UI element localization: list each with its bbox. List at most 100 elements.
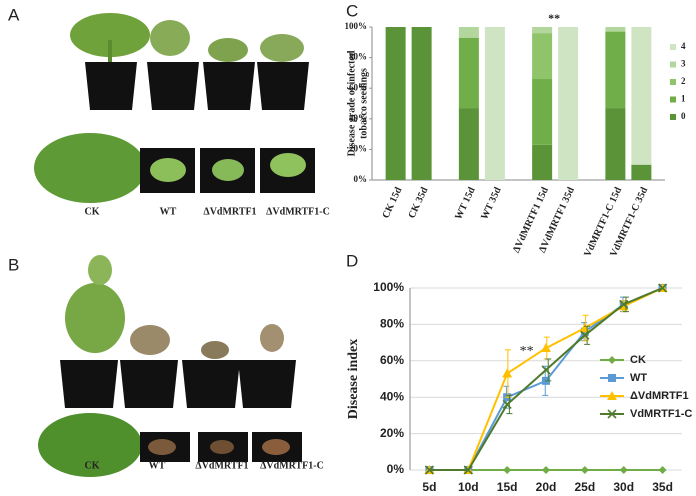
bar-segment bbox=[532, 144, 553, 180]
legend-label: WT bbox=[630, 372, 647, 384]
bar-segment bbox=[532, 27, 553, 34]
pot bbox=[238, 360, 296, 408]
plant-top bbox=[34, 133, 146, 203]
x-tick-label: CK 15d bbox=[380, 185, 404, 220]
x-tick-label: 25d bbox=[575, 480, 596, 494]
panel-label: C bbox=[346, 1, 358, 20]
bar-segment bbox=[605, 27, 626, 32]
legend-swatch bbox=[670, 61, 676, 68]
legend-label: ΔVdMRTF1 bbox=[630, 390, 689, 402]
legend-label: 0 bbox=[681, 111, 686, 121]
pot bbox=[203, 62, 255, 110]
y-tick-label: 0% bbox=[387, 462, 405, 476]
y-axis-title: Disease grade of infected bbox=[346, 50, 357, 156]
marker bbox=[580, 330, 590, 340]
plant bbox=[70, 13, 150, 57]
panel-label: A bbox=[8, 5, 20, 24]
plant-top bbox=[148, 439, 176, 455]
marker bbox=[608, 356, 616, 364]
marker bbox=[503, 466, 512, 474]
legend-swatch bbox=[670, 114, 676, 120]
bar-segment bbox=[532, 79, 553, 145]
y-tick-label: 60% bbox=[380, 353, 404, 367]
legend-swatch bbox=[670, 79, 676, 85]
annotation: ** bbox=[548, 11, 560, 25]
pot bbox=[85, 62, 137, 110]
marker bbox=[541, 365, 551, 375]
pot bbox=[60, 360, 118, 408]
x-tick-label: 5d bbox=[422, 480, 436, 494]
bar-segment bbox=[605, 108, 626, 180]
marker bbox=[658, 466, 667, 474]
bar-segment bbox=[605, 31, 626, 109]
x-tick-label: CK 35d bbox=[406, 185, 430, 220]
plant bbox=[150, 20, 190, 56]
y-tick-label: 100% bbox=[345, 21, 368, 31]
photo-caption: WT bbox=[160, 206, 177, 217]
marker bbox=[607, 409, 617, 419]
plant bbox=[260, 34, 304, 62]
y-tick-label: 40% bbox=[380, 389, 404, 403]
y-tick-label: 80% bbox=[349, 52, 367, 62]
bar-segment bbox=[532, 33, 553, 80]
photo-caption: CK bbox=[85, 206, 100, 217]
plant-top bbox=[262, 439, 290, 455]
photo-caption: ΔVdMRTF1-C bbox=[260, 460, 324, 471]
x-tick-label: 20d bbox=[536, 480, 557, 494]
marker bbox=[607, 391, 617, 400]
bar-segment bbox=[631, 27, 652, 165]
y-tick-label: 100% bbox=[373, 280, 404, 294]
x-tick-label: 15d bbox=[497, 480, 518, 494]
marker bbox=[542, 466, 550, 474]
bar-segment bbox=[385, 27, 406, 180]
y-axis-title: tobacco seedings bbox=[358, 68, 369, 139]
plant bbox=[208, 38, 248, 62]
legend-swatch bbox=[670, 44, 676, 50]
plant-top bbox=[38, 413, 142, 477]
error-bar bbox=[545, 358, 552, 382]
bar-segment bbox=[484, 27, 505, 180]
bar-segment bbox=[631, 164, 652, 180]
marker bbox=[658, 283, 668, 293]
error-bar bbox=[622, 296, 629, 313]
photo-caption: ΔVdMRTF1-C bbox=[266, 206, 330, 217]
pot bbox=[257, 62, 309, 110]
x-tick-label: 30d bbox=[613, 480, 634, 494]
plant bbox=[260, 324, 284, 352]
bar-segment bbox=[458, 37, 479, 109]
y-tick-label: 0% bbox=[354, 174, 368, 184]
legend-label: VdMRTF1-C bbox=[630, 408, 692, 420]
panel-label: D bbox=[346, 251, 358, 270]
annotation: ** bbox=[520, 344, 534, 359]
marker bbox=[608, 374, 616, 382]
plant-top bbox=[150, 158, 186, 182]
marker bbox=[619, 466, 628, 474]
pot bbox=[120, 360, 178, 408]
plant bbox=[88, 255, 112, 285]
photo-a bbox=[34, 13, 315, 203]
photo-caption: WT bbox=[149, 460, 166, 471]
marker bbox=[502, 368, 513, 378]
legend-label: 3 bbox=[681, 59, 686, 69]
marker bbox=[580, 466, 589, 474]
legend-label: CK bbox=[630, 354, 646, 366]
marker bbox=[541, 343, 551, 353]
error-bar bbox=[506, 394, 513, 415]
x-tick-label: 35d bbox=[652, 480, 673, 494]
y-tick-label: 60% bbox=[349, 82, 367, 92]
y-tick-label: 40% bbox=[349, 113, 367, 123]
legend-swatch bbox=[670, 96, 676, 103]
photo-caption: ΔVdMRTF1 bbox=[195, 460, 248, 471]
plant bbox=[201, 341, 229, 359]
marker bbox=[463, 465, 473, 475]
plant-top bbox=[210, 440, 234, 454]
stem bbox=[108, 40, 112, 65]
legend-label: 1 bbox=[681, 94, 686, 104]
x-tick-label: WT 15d bbox=[453, 185, 478, 221]
photo-caption: ΔVdMRTF1 bbox=[203, 206, 256, 217]
x-tick-label: 10d bbox=[458, 480, 479, 494]
photo-caption: CK bbox=[85, 460, 100, 471]
bar-segment bbox=[558, 27, 579, 180]
pot bbox=[182, 360, 240, 408]
